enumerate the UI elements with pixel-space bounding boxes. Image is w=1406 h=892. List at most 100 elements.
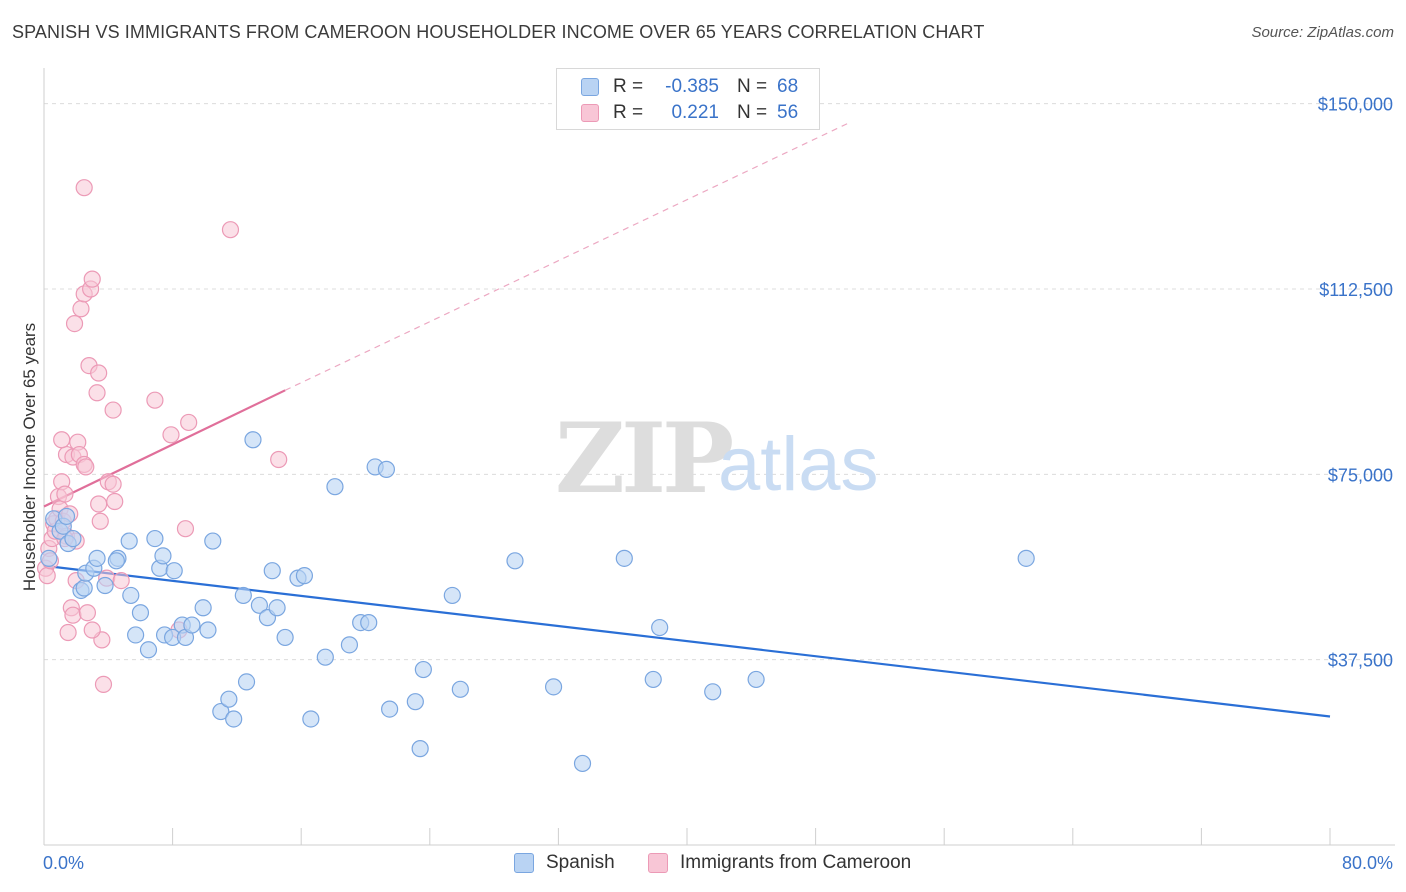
cameroon-point [77,458,95,476]
legend-r-value: -0.385 [665,76,719,97]
cameroon-point [221,221,240,239]
spanish-point [644,670,662,689]
trend-lines [43,122,1331,718]
spanish-point [747,670,765,689]
legend-n-value: 68 [777,76,799,97]
cameroon-point [270,450,288,469]
spanish-point [96,576,114,595]
legend-r-label: R = [613,102,644,123]
spanish-point [234,586,252,605]
x-axis-min-label: 0.0% [43,853,84,873]
y-tick-label: $112,500 [1319,280,1393,300]
spanish-point [302,710,320,728]
legend-row-cameroon: R = 0.221 N = 56 [581,101,798,125]
cameroon-point [75,179,93,197]
spanish-point [57,507,76,525]
cameroon-point [65,314,84,333]
cameroon-point [83,621,101,639]
series-label-spanish: Spanish [546,852,615,873]
spanish-point [139,641,158,659]
spanish-point [107,552,125,570]
axes [43,68,1395,846]
spanish-point [360,613,378,632]
cameroon-point [56,485,74,503]
spanish-point [120,532,138,550]
legend-r-value: 0.221 [671,102,719,123]
series-legend-spanish: Spanish [514,852,615,874]
spanish-point [316,648,334,666]
spanish-point [127,626,145,644]
spanish-point [40,549,58,567]
y-tick-label: $37,500 [1328,651,1393,671]
series-legend: Spanish Immigrants from Cameroon [0,852,1406,878]
spanish-point [220,690,238,708]
cameroon-point [83,270,101,288]
spanish-point [1017,549,1035,567]
cameroon-point [180,413,198,432]
spanish-point [212,702,230,721]
legend-row-spanish: R = -0.385 N = 68 [581,75,798,99]
x-axis-max-label: 80.0% [1342,853,1393,873]
spanish-point [573,754,592,773]
watermark: ZIP atlas [555,402,879,515]
cameroon-point [38,567,56,585]
y-tick-label: $150,000 [1318,95,1393,115]
cameroon-point [104,475,122,493]
cameroon-point [59,623,77,642]
spanish-point [204,532,222,550]
spanish-point [199,621,217,639]
spanish-point [131,604,150,622]
cameroon-point [72,300,90,318]
cameroon-point [91,512,109,530]
spanish-points [40,431,1035,773]
spanish-point [506,552,524,570]
spanish-point [122,586,140,605]
spanish-point [276,628,294,647]
cameroon-point [78,604,97,622]
cameroon-trend-extension [284,122,849,391]
spanish-point [64,529,82,548]
cameroon-trend-line [43,389,286,508]
cameroon-point [90,495,108,513]
spanish-point [146,529,164,548]
cameroon-point [94,675,113,693]
cameroon-point [53,431,71,449]
spanish-point [194,599,212,617]
legend-n-label: N = [737,76,768,97]
spanish-point [381,700,399,718]
watermark-atlas: atlas [718,422,879,507]
spanish-point [414,660,432,679]
series-swatch-cameroon [648,853,668,873]
chart-source: Source: ZipAtlas.com [1251,24,1394,41]
chart-title: SPANISH VS IMMIGRANTS FROM CAMEROON HOUS… [12,22,985,42]
gridlines [44,103,1395,661]
cameroon-point [64,606,82,624]
cameroon-point [146,391,164,409]
y-axis-title: Householder Income Over 65 years [20,323,39,591]
spanish-point [704,683,722,701]
spanish-point [88,549,106,567]
series-label-cameroon: Immigrants from Cameroon [680,852,912,873]
spanish-trend-line [43,564,1331,718]
spanish-point [154,547,172,565]
spanish-point [651,618,669,637]
cameroon-point [90,364,108,382]
cameroon-point [88,384,106,402]
spanish-point [326,478,344,496]
cameroon-point [162,426,180,444]
spanish-point [263,562,281,580]
y-tick-label: $75,000 [1328,465,1393,485]
cameroon-point [106,492,124,511]
legend-swatch-spanish [581,78,599,96]
series-legend-cameroon: Immigrants from Cameroon [648,852,911,874]
cameroon-point [176,520,195,538]
spanish-point [165,562,183,580]
legend-n-value: 56 [777,102,799,123]
spanish-point [244,431,262,449]
legend-n-label: N = [737,102,768,123]
series-swatch-spanish [514,853,534,873]
spanish-point [615,549,633,567]
spanish-point [544,678,563,696]
cameroon-point [112,571,130,590]
